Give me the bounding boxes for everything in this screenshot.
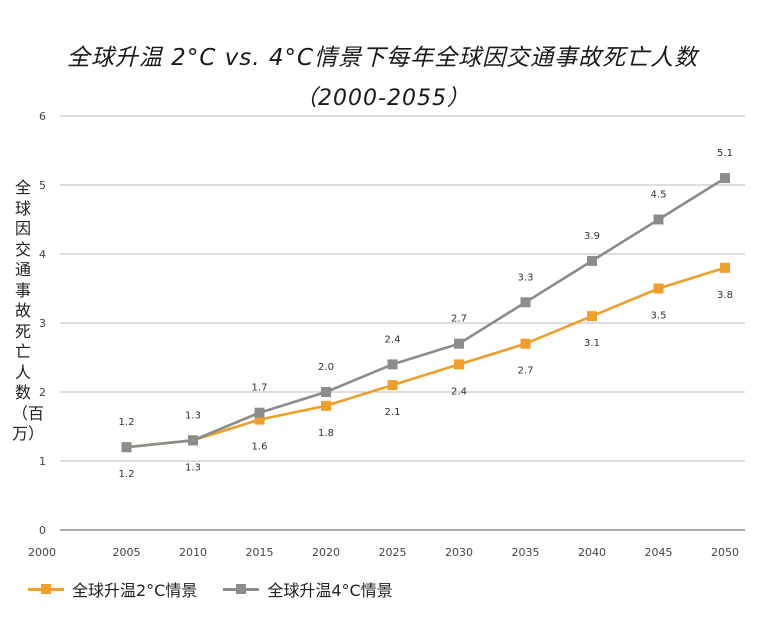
data-point [321, 400, 331, 411]
legend-item-2c[interactable]: 全球升温2°C情景 [28, 577, 197, 601]
data-labels: 1.2 1.3 1.6 1.8 2.1 2.4 2.7 3.1 3.5 3.8 1.2 1.3 1.7 2… [119, 148, 733, 480]
data-point [653, 283, 664, 294]
data-label: 3.3 [518, 272, 534, 283]
data-point [454, 338, 464, 349]
data-label: 2.7 [451, 314, 467, 325]
data-label: 3.5 [651, 311, 667, 322]
axis-ticks: 0 1 2 3 4 5 6 2000 2005 2010 2015 2020 2025 2030 2035 2… [28, 110, 739, 559]
legend-swatch-4c [223, 583, 260, 595]
legend: 全球升温2°C情景 全球升温4°C情景 [28, 578, 419, 600]
data-label: 1.2 [119, 417, 135, 428]
y-tick-label: 2 [39, 386, 46, 399]
data-point [520, 297, 531, 308]
y-tick-label: 4 [39, 248, 46, 261]
data-label: 1.8 [318, 428, 334, 439]
data-label: 3.1 [584, 338, 600, 349]
legend-swatch-2c [28, 583, 64, 595]
x-tick-label: 2000 [28, 546, 56, 559]
data-point [254, 414, 265, 425]
legend-item-4c[interactable]: 全球升温4°C情景 [223, 577, 393, 601]
series-lines [121, 173, 730, 453]
data-label: 1.2 [119, 469, 135, 480]
data-label: 5.1 [717, 148, 733, 159]
y-tick-label: 5 [39, 179, 46, 192]
x-tick-label: 2005 [113, 546, 141, 559]
chart-subtitle: （2000-2055） [295, 86, 470, 111]
legend-label-4c: 全球升温4°C情景 [267, 581, 393, 600]
x-tick-label: 2030 [445, 546, 473, 559]
y-tick-label: 0 [39, 524, 46, 537]
y-tick-label: 1 [39, 455, 46, 468]
grid-lines [60, 115, 745, 531]
legend-label-2c: 全球升温2°C情景 [72, 581, 198, 600]
data-point [387, 359, 398, 370]
data-label: 1.6 [252, 442, 268, 453]
y-tick-label: 3 [39, 317, 46, 330]
data-point [587, 255, 597, 266]
data-point [454, 359, 464, 370]
x-tick-label: 2020 [312, 546, 340, 559]
x-tick-label: 2010 [179, 546, 207, 559]
data-point [121, 442, 132, 453]
y-axis-label: 全球因交通事故死亡人数（百万） [12, 178, 45, 443]
data-point [188, 435, 198, 446]
data-label: 4.5 [651, 190, 667, 201]
data-label: 1.7 [252, 383, 268, 394]
chart-title: 全球升温 2°C vs. 4°C情景下每年全球因交通事故死亡人数 [66, 45, 699, 71]
x-tick-label: 2050 [711, 546, 739, 559]
x-tick-label: 2040 [578, 546, 606, 559]
x-tick-label: 2025 [379, 546, 407, 559]
data-label: 2.1 [385, 407, 401, 418]
data-point [653, 214, 664, 225]
y-tick-label: 6 [39, 110, 46, 123]
data-point [587, 311, 597, 322]
series-line-1 [126, 176, 726, 449]
data-point [387, 380, 398, 391]
data-label: 2.4 [385, 334, 401, 345]
data-label: 1.3 [185, 410, 201, 421]
data-label: 3.8 [717, 290, 733, 301]
x-tick-label: 2015 [246, 546, 274, 559]
x-tick-label: 2035 [512, 546, 540, 559]
data-point [720, 173, 730, 184]
data-label: 3.9 [584, 231, 600, 242]
data-label: 2.7 [518, 366, 534, 377]
data-label: 2.0 [318, 362, 334, 373]
data-label: 2.4 [451, 386, 467, 397]
series-line-0 [126, 266, 726, 449]
data-label: 1.3 [185, 462, 201, 473]
data-point [254, 407, 265, 418]
data-point [321, 387, 331, 397]
data-point [720, 262, 730, 273]
data-point [520, 338, 531, 349]
x-tick-label: 2045 [645, 546, 673, 559]
